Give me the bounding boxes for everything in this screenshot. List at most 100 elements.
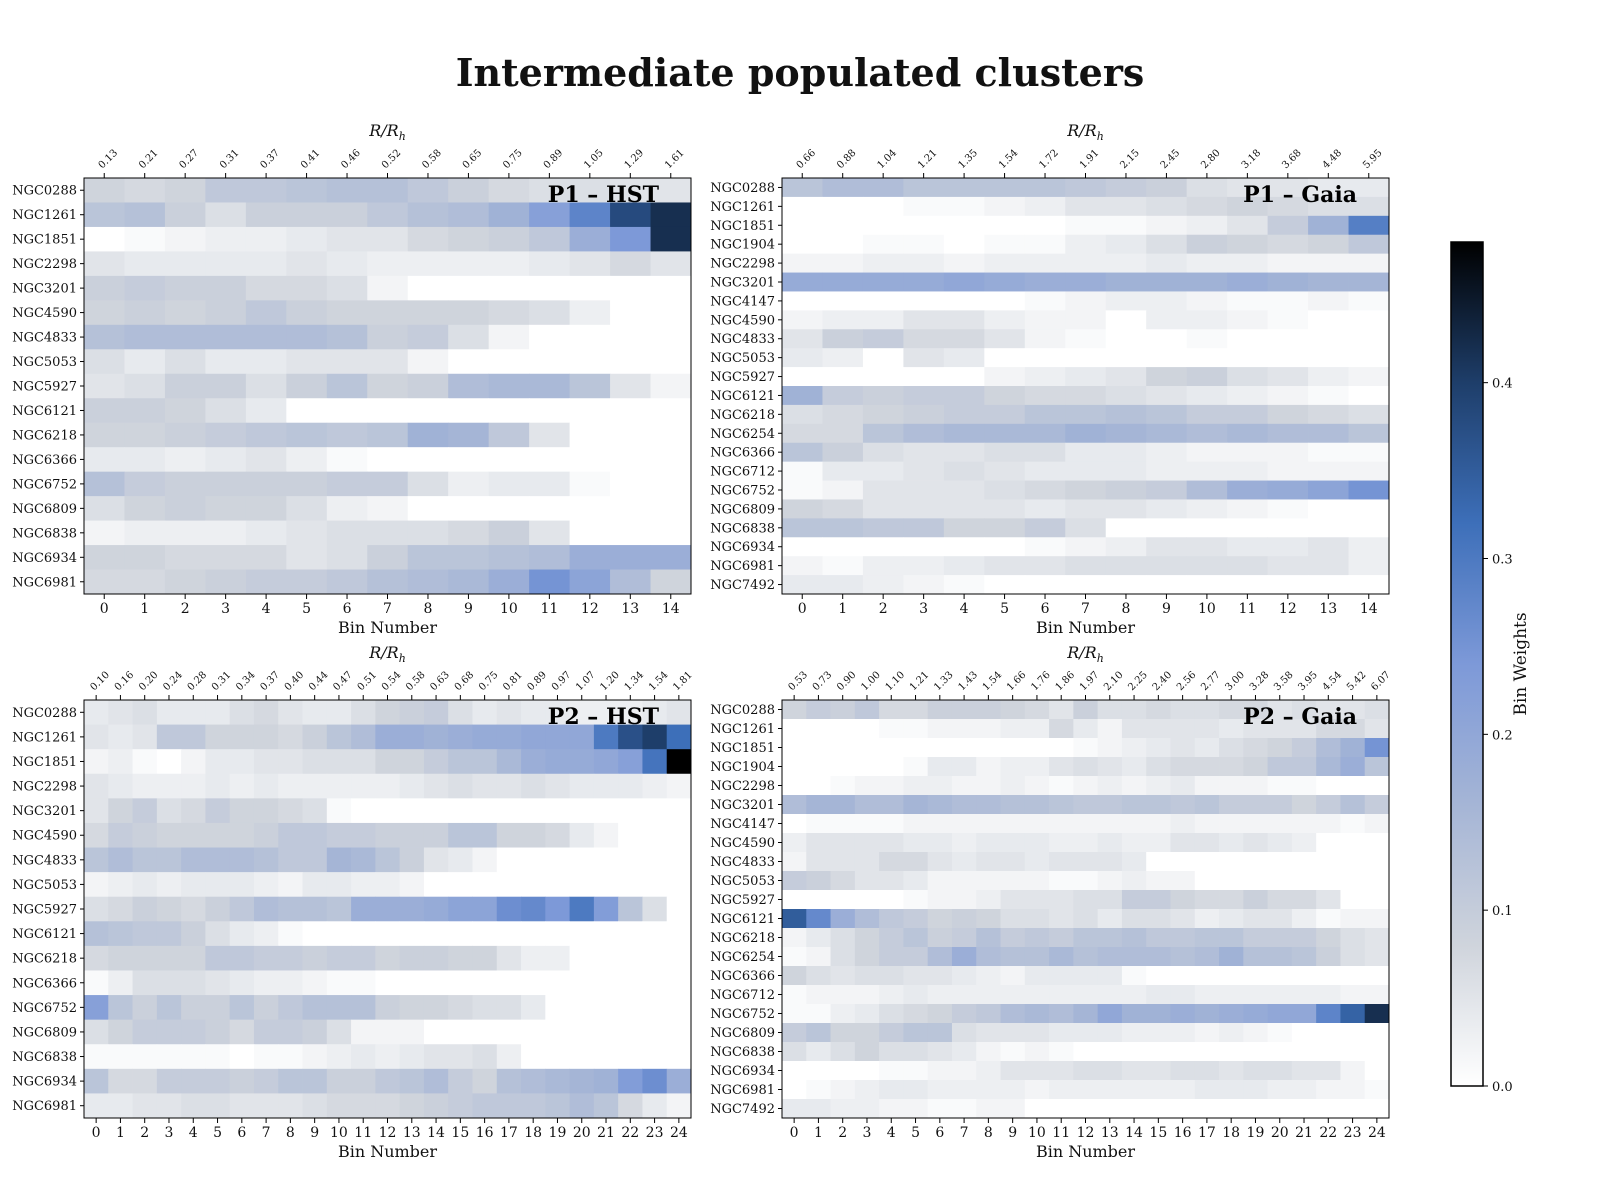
heatmap-cell xyxy=(545,822,570,848)
heatmap-cell xyxy=(399,945,425,971)
heatmap-cell xyxy=(976,947,1001,967)
top-tick-label: 6.07 xyxy=(1369,670,1393,694)
heatmap-cell xyxy=(521,1044,546,1070)
heatmap-cell xyxy=(181,847,206,873)
row-label: NGC6121 xyxy=(12,404,77,419)
heatmap-cell xyxy=(1243,1061,1268,1081)
heatmap-cell xyxy=(903,310,945,330)
heatmap-cell xyxy=(1340,1080,1366,1100)
heatmap-cell xyxy=(1073,719,1099,739)
heatmap-cell xyxy=(1194,947,1220,967)
heatmap-cell xyxy=(569,798,595,824)
heatmap-cell xyxy=(782,1023,807,1043)
heatmap-cell xyxy=(181,1093,206,1119)
heatmap-cell xyxy=(862,499,904,519)
heatmap-cell xyxy=(1024,966,1050,986)
heatmap-cell xyxy=(84,471,125,497)
top-tick-label: 1.10 xyxy=(884,670,908,694)
heatmap-cell xyxy=(164,178,206,203)
heatmap-cell xyxy=(903,833,929,853)
heatmap-cell xyxy=(407,569,449,595)
heatmap-cell xyxy=(1243,890,1268,910)
heatmap-cell xyxy=(205,822,231,848)
heatmap-cell xyxy=(205,847,231,873)
heatmap-cell xyxy=(1170,719,1196,739)
heatmap-cell xyxy=(943,480,985,500)
heatmap-cell xyxy=(448,896,473,922)
heatmap-cell xyxy=(448,275,490,301)
heatmap-cell xyxy=(205,798,231,824)
heatmap-cell xyxy=(302,1093,328,1119)
top-tick-label: 1.34 xyxy=(623,670,647,694)
heatmap-cell xyxy=(245,569,287,595)
heatmap-cell xyxy=(976,1042,1001,1062)
heatmap-cell xyxy=(1097,928,1123,948)
heatmap-cell xyxy=(1049,814,1074,834)
heatmap-cell xyxy=(286,569,328,595)
heatmap-cell xyxy=(1348,329,1390,349)
heatmap-cell xyxy=(1105,234,1147,255)
heatmap-cell xyxy=(943,329,985,349)
heatmap-cell xyxy=(1364,890,1390,910)
heatmap-cell xyxy=(822,367,864,387)
heatmap-cell xyxy=(181,1044,206,1070)
heatmap-cell xyxy=(496,822,522,848)
x-axis-label: Bin Number xyxy=(1036,1142,1135,1161)
heatmap-cell xyxy=(1186,575,1228,595)
row-label: NGC6752 xyxy=(12,477,77,492)
heatmap-cell xyxy=(1024,1023,1050,1043)
heatmap-cell xyxy=(1227,196,1268,217)
heatmap-cell xyxy=(521,1019,546,1045)
heatmap-cell xyxy=(1340,795,1366,815)
heatmap-cell xyxy=(375,822,401,848)
heatmap-cell xyxy=(618,1093,643,1119)
heatmap-cell xyxy=(854,1080,880,1100)
heatmap-cell xyxy=(278,921,303,947)
heatmap-cell xyxy=(1267,1023,1293,1043)
row-label: NGC0288 xyxy=(710,181,775,196)
heatmap-cell xyxy=(1340,1061,1366,1081)
heatmap-cell xyxy=(903,1042,929,1062)
x-axis-label: Bin Number xyxy=(1036,618,1135,637)
heatmap-cell xyxy=(423,822,449,848)
heatmap-cell xyxy=(1049,1023,1074,1043)
heatmap-cell xyxy=(943,215,985,236)
heatmap-cell xyxy=(1227,329,1268,349)
heatmap-cell xyxy=(1097,738,1123,758)
heatmap-cell xyxy=(286,398,328,424)
heatmap-cell xyxy=(229,921,255,947)
heatmap-cell xyxy=(1097,985,1123,1005)
top-tick-label: 0.89 xyxy=(542,148,566,172)
heatmap-cell xyxy=(822,442,864,463)
heatmap-cell xyxy=(84,700,109,725)
heatmap-cell xyxy=(108,872,133,898)
heatmap-cell xyxy=(1146,196,1188,217)
heatmap-cell xyxy=(1065,310,1107,330)
heatmap-cell xyxy=(351,872,376,898)
heatmap-cell xyxy=(278,945,303,971)
heatmap-cell xyxy=(1364,871,1390,891)
heatmap-cell xyxy=(1097,890,1123,910)
heatmap-cell xyxy=(1243,719,1268,739)
heatmap-cell xyxy=(1291,700,1317,720)
heatmap-cell xyxy=(253,847,279,873)
heatmap-cell xyxy=(496,1044,522,1070)
heatmap-cell xyxy=(879,928,904,948)
heatmap-cell xyxy=(1000,738,1026,758)
heatmap-cell xyxy=(1227,348,1268,368)
heatmap-cell xyxy=(521,1068,546,1094)
heatmap-cell xyxy=(593,773,619,799)
heatmap-cell xyxy=(286,520,328,546)
heatmap-cell xyxy=(1121,1080,1147,1100)
heatmap-cell xyxy=(1121,1023,1147,1043)
heatmap-cell xyxy=(286,471,328,497)
heatmap-cell xyxy=(976,985,1001,1005)
heatmap-cell xyxy=(1364,700,1390,720)
heatmap-cell xyxy=(229,749,255,775)
heatmap-cell xyxy=(84,324,125,350)
heatmap-cell xyxy=(642,1019,668,1045)
heatmap-cell xyxy=(1049,966,1074,986)
x-tick-label: 5 xyxy=(1000,601,1009,617)
heatmap-cell xyxy=(1049,1099,1074,1119)
heatmap-cell xyxy=(879,966,904,986)
